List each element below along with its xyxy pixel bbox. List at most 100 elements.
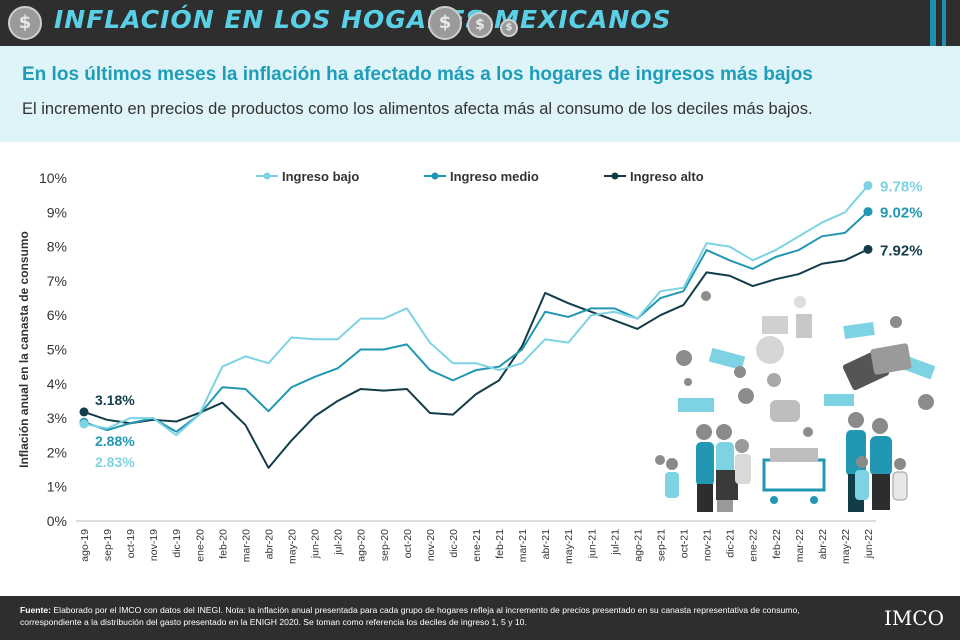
x-tick-label: feb-21 <box>494 529 506 559</box>
child-head-icon <box>894 458 906 470</box>
footer-source-label: Fuente: <box>20 605 52 615</box>
x-tick-label: abr-22 <box>817 529 829 560</box>
shopping-cart-icon <box>762 458 826 492</box>
x-tick-label: may-21 <box>563 529 575 564</box>
dollar-coin-icon <box>684 378 692 386</box>
dollar-coin-icon: $ <box>8 6 42 40</box>
x-tick-label: jun-20 <box>310 529 322 559</box>
x-tick-label: nov-19 <box>148 529 160 561</box>
egg-icon <box>794 296 806 308</box>
x-tick-label: mar-22 <box>794 529 806 562</box>
cart-wheel-icon <box>770 496 778 504</box>
accent-stripe <box>942 0 946 46</box>
y-tick-label: 10% <box>39 170 67 186</box>
subheader-panel <box>0 46 960 142</box>
x-tick-label: sep-19 <box>102 529 114 561</box>
x-tick-label: dic-20 <box>448 529 460 558</box>
x-tick-label: ene-22 <box>748 529 760 562</box>
person-head-icon <box>735 439 749 453</box>
inflation-line-chart: Inflación anual en la canasta de consumo… <box>17 169 936 564</box>
series-end-label: 9.78% <box>880 179 923 196</box>
y-tick-label: 4% <box>47 376 67 392</box>
x-tick-label: jul-21 <box>609 529 621 556</box>
x-tick-label: ago-19 <box>79 529 91 562</box>
series-line-1 <box>83 210 869 433</box>
top-banner: $ Inflación en los hogares mexicanos $ $… <box>0 0 960 46</box>
x-tick-label: mar-20 <box>240 529 252 562</box>
person-body-icon <box>696 442 714 486</box>
person-head-icon <box>716 424 732 440</box>
dollar-coin-icon <box>918 394 934 410</box>
banknote-icon <box>843 321 875 340</box>
shopping-bag-icon <box>716 470 738 500</box>
person-body-icon <box>846 430 866 476</box>
series-end-point-2 <box>863 244 873 254</box>
x-tick-label: abr-21 <box>540 529 552 560</box>
dollar-coin-icon <box>734 366 746 378</box>
x-tick-label: ene-20 <box>194 529 206 562</box>
y-tick-label: 8% <box>47 239 67 255</box>
chart-area: Inflación anual en la canasta de consumo… <box>0 142 960 594</box>
cheese-icon <box>762 316 788 334</box>
banknote-icon <box>824 394 854 406</box>
y-tick-label: 6% <box>47 307 67 323</box>
dollar-coin-icon <box>738 388 754 404</box>
series-start-label: 3.18% <box>95 392 135 408</box>
footer-bar <box>0 596 960 640</box>
banknote-icon <box>678 398 714 412</box>
x-tick-label: sep-21 <box>655 529 667 561</box>
x-tick-label: may-20 <box>287 529 299 564</box>
apple-icon <box>767 373 781 387</box>
bread-icon <box>770 400 800 422</box>
person-legs-icon <box>872 474 890 510</box>
credit-card-icon <box>870 343 912 375</box>
series-end-label: 7.92% <box>880 242 923 259</box>
y-axis-label: Inflación anual en la canasta de consumo <box>17 231 31 468</box>
legend-swatch-marker <box>611 172 619 180</box>
child-head-icon <box>856 456 868 468</box>
series-start-point-2 <box>79 407 89 417</box>
child-body-icon <box>665 472 679 498</box>
child-head-icon <box>666 458 678 470</box>
person-body-icon <box>870 436 892 476</box>
legend-item-label: Ingreso bajo <box>282 169 359 184</box>
coin-icon <box>655 455 665 465</box>
dollar-coin-icon: $ <box>428 6 462 40</box>
person-legs-icon <box>697 484 713 512</box>
x-tick-label: ago-21 <box>632 529 644 562</box>
series-start-label: 2.88% <box>95 433 135 449</box>
y-tick-label: 3% <box>47 410 67 426</box>
y-tick-label: 5% <box>47 342 67 358</box>
x-tick-label: may-22 <box>840 529 852 564</box>
footer-source-text: Elaborado por el IMCO con datos del INEG… <box>20 605 800 627</box>
person-head-icon <box>696 424 712 440</box>
series-end-point-0 <box>863 181 873 191</box>
subheadline: El incremento en precios de productos co… <box>22 100 813 118</box>
headline: En los últimos meses la inflación ha afe… <box>22 64 813 85</box>
x-tick-label: jul-20 <box>333 529 345 556</box>
series-line-0 <box>83 184 869 437</box>
legend-item-label: Ingreso medio <box>450 169 539 184</box>
imco-logo: IMCO <box>884 606 945 630</box>
x-tick-label: sep-20 <box>379 529 391 561</box>
y-tick-label: 0% <box>47 513 67 529</box>
person-body-icon <box>735 454 751 484</box>
y-tick-label: 2% <box>47 444 67 460</box>
x-tick-label: feb-20 <box>217 529 229 559</box>
legend-swatch-marker <box>263 172 271 180</box>
x-tick-label: ago-20 <box>356 529 368 562</box>
y-tick-label: 9% <box>47 204 67 220</box>
x-tick-label: oct-20 <box>402 529 414 558</box>
x-tick-label: oct-21 <box>679 529 691 558</box>
x-tick-label: mar-21 <box>517 529 529 562</box>
series-start-label: 2.83% <box>95 454 135 470</box>
x-tick-label: abr-20 <box>263 529 275 560</box>
series-end-point-1 <box>863 207 873 217</box>
banner-title: Inflación en los hogares mexicanos <box>54 5 672 34</box>
x-tick-label: dic-19 <box>171 529 183 558</box>
series-line-2 <box>83 248 869 469</box>
legend-item-label: Ingreso alto <box>630 169 704 184</box>
x-tick-label: feb-22 <box>771 529 783 559</box>
y-tick-label: 7% <box>47 273 67 289</box>
child-body-icon <box>892 471 908 501</box>
